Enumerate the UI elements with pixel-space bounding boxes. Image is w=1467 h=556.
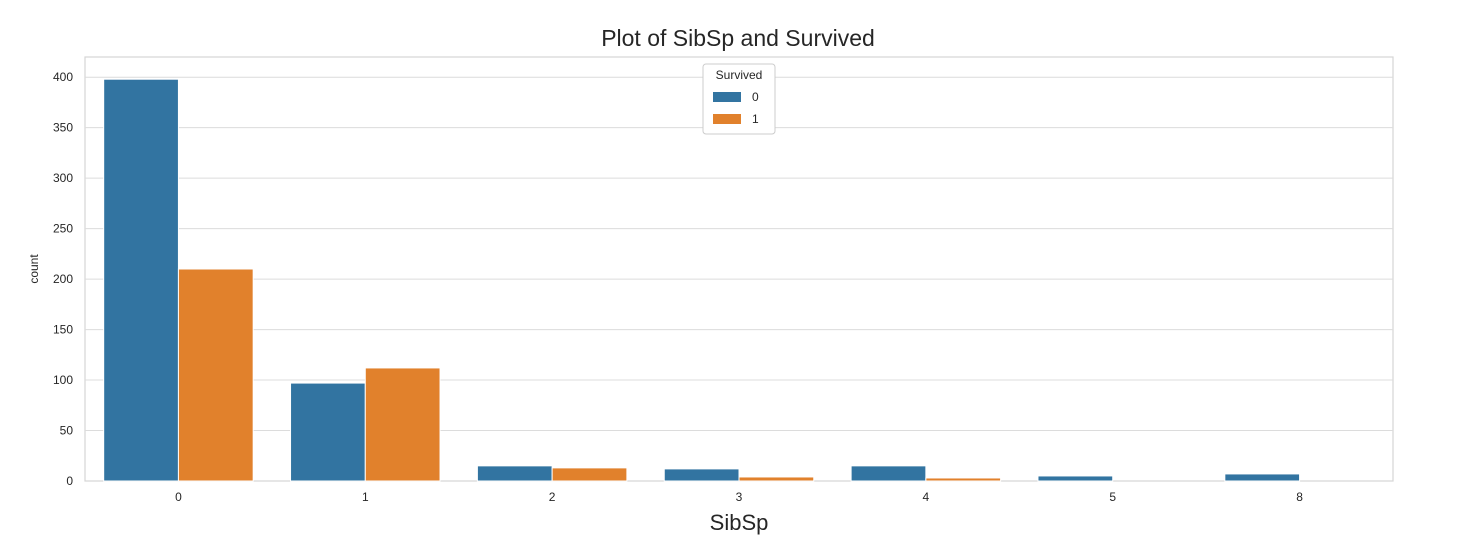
bar-survived-1-sibsp-1 [364, 367, 441, 482]
x-tick-label: 3 [736, 490, 743, 504]
x-tick-label: 0 [175, 490, 182, 504]
legend-label: 0 [752, 90, 759, 104]
x-tick-label: 1 [362, 490, 369, 504]
legend-swatch [713, 114, 741, 124]
bar-survived-0-sibsp-1 [290, 382, 366, 482]
y-tick-label: 250 [53, 222, 73, 236]
y-tick-label: 200 [53, 272, 73, 286]
y-tick-label: 0 [66, 474, 73, 488]
y-tick-label: 350 [53, 121, 73, 135]
y-tick-label: 50 [60, 424, 74, 438]
bar-survived-0-sibsp-2 [476, 465, 553, 482]
legend-label: 1 [752, 112, 759, 126]
chart-title: Plot of SibSp and Survived [601, 25, 875, 51]
legend-title: Survived [716, 68, 763, 82]
bar-survived-1-sibsp-4 [925, 477, 1002, 482]
bar-survived-1-sibsp-2 [551, 467, 628, 482]
legend: Survived 01 [702, 63, 776, 135]
legend-swatch [713, 92, 741, 102]
y-tick-labels: 0 50 100 150 200 250 300 350 400 [53, 70, 73, 488]
y-tick-label: 100 [53, 373, 73, 387]
y-tick-label: 150 [53, 323, 73, 337]
legend-entries: 01 [713, 90, 759, 126]
x-tick-label: 2 [549, 490, 556, 504]
x-tick-label: 8 [1296, 490, 1303, 504]
bars [103, 78, 1301, 482]
x-tick-labels: 0 1 2 3 4 5 8 [175, 490, 1303, 504]
bar-survived-0-sibsp-0 [103, 78, 179, 482]
y-tick-label: 300 [53, 171, 73, 185]
y-tick-label: 400 [53, 70, 73, 84]
x-axis-label: SibSp [710, 510, 769, 535]
bar-survived-1-sibsp-0 [177, 268, 254, 482]
bar-survived-1-sibsp-3 [738, 476, 815, 482]
bar-survived-0-sibsp-5 [1037, 475, 1114, 482]
y-axis-label: count [27, 254, 41, 284]
bar-survived-0-sibsp-3 [663, 468, 740, 482]
x-tick-label: 4 [923, 490, 930, 504]
x-tick-label: 5 [1109, 490, 1116, 504]
bar-survived-0-sibsp-4 [850, 465, 927, 482]
bar-survived-0-sibsp-8 [1224, 473, 1301, 482]
